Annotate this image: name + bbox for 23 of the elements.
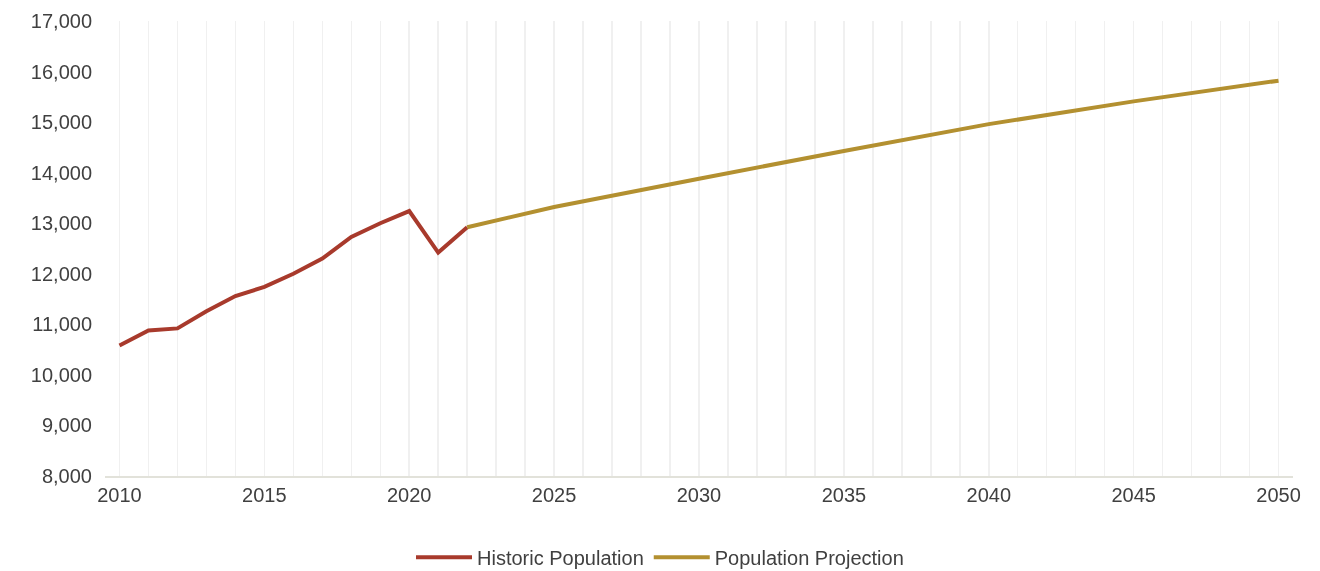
x-tick-label: 2020 <box>386 484 432 506</box>
y-tick-label: 10,000 <box>30 363 92 386</box>
x-tick-label: 2030 <box>676 484 722 506</box>
x-tick-label: 2050 <box>1256 484 1301 506</box>
y-tick-label: 13,000 <box>30 212 92 235</box>
y-tick-label: 8,000 <box>41 465 92 487</box>
y-tick-label: 11,000 <box>32 313 92 336</box>
y-tick-label: 12,000 <box>30 262 92 285</box>
x-tick-label: 2015 <box>242 484 287 506</box>
legend-label: Historic Population <box>477 547 644 570</box>
y-tick-label: 14,000 <box>30 161 92 184</box>
line-series <box>465 78 1281 230</box>
y-tick-label: 9,000 <box>41 414 92 437</box>
line-series <box>117 209 470 348</box>
y-tick-label: 16,000 <box>30 60 92 83</box>
x-tick-label: 2045 <box>1111 484 1156 506</box>
legend-label: Population Projection <box>714 547 904 570</box>
y-tick-label: 15,000 <box>30 111 92 134</box>
x-tick-label: 2025 <box>531 484 577 506</box>
x-tick-label: 2010 <box>97 484 142 506</box>
x-tick-label: 2035 <box>821 484 867 506</box>
x-tick-label: 2040 <box>966 484 1012 506</box>
y-tick-label: 17,000 <box>30 10 92 32</box>
